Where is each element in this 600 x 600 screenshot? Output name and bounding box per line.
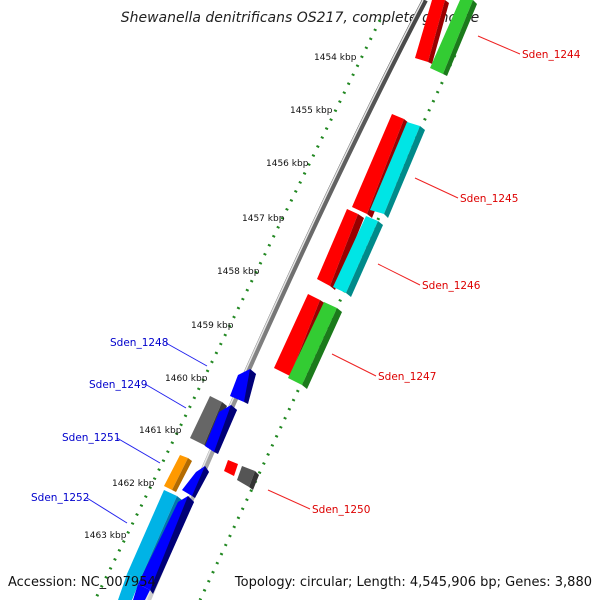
gene-label-sden-1244[interactable]: Sden_1244 (522, 49, 581, 61)
gene-sden-1245[interactable] (352, 114, 425, 218)
topology-text: Topology: circular; Length: 4,545,906 bp… (234, 575, 592, 590)
tick-label: 1459 kbp (191, 321, 234, 331)
gene-sden-1250[interactable] (224, 460, 259, 490)
leader-lines-left (86, 342, 208, 524)
gene-sden-1251[interactable] (164, 455, 209, 498)
tick-label: 1458 kbp (217, 267, 260, 277)
tick-label: 1456 kbp (266, 159, 309, 169)
gene-sden-1247[interactable] (274, 294, 342, 389)
map-title: Shewanella denitrificans OS217, complete… (121, 10, 480, 26)
leader-lines-right (267, 35, 521, 510)
tick-label: 1462 kbp (112, 479, 155, 489)
tick-label: 1454 kbp (314, 53, 357, 63)
gene-label-sden-1249[interactable]: Sden_1249 (89, 379, 147, 391)
gene-labels-left: Sden_1248 Sden_1249 Sden_1251 Sden_1252 (31, 337, 168, 504)
gene-labels-right: Sden_1244 Sden_1245 Sden_1246 Sden_1247 … (312, 49, 581, 516)
gene-label-sden-1245[interactable]: Sden_1245 (460, 193, 518, 205)
tick-labels: 1454 kbp 1455 kbp 1456 kbp 1457 kbp 1458… (84, 53, 357, 541)
gene-label-sden-1246[interactable]: Sden_1246 (422, 280, 481, 292)
gene-sden-1246[interactable] (317, 209, 383, 297)
gene-sden-1252[interactable] (118, 490, 194, 600)
gene-label-sden-1250[interactable]: Sden_1250 (312, 504, 370, 516)
tick-label: 1461 kbp (139, 426, 182, 436)
gene-label-sden-1248[interactable]: Sden_1248 (110, 337, 168, 349)
gene-sden-1249[interactable] (190, 396, 237, 454)
gene-sden-1248[interactable] (230, 369, 256, 404)
gene-label-sden-1247[interactable]: Sden_1247 (378, 371, 436, 383)
gene-label-sden-1252[interactable]: Sden_1252 (31, 492, 89, 504)
tick-label: 1460 kbp (165, 374, 208, 384)
gene-label-sden-1251[interactable]: Sden_1251 (62, 432, 120, 444)
accession-text: Accession: NC_007954 (8, 575, 156, 590)
gene-sden-1244[interactable] (415, 0, 477, 76)
tick-label: 1457 kbp (242, 214, 285, 224)
tick-label: 1463 kbp (84, 531, 127, 541)
tick-label: 1455 kbp (290, 106, 333, 116)
